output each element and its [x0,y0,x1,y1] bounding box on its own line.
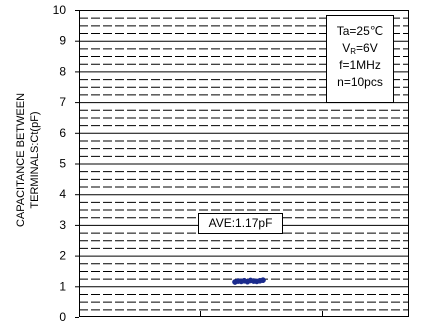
y-tick-label: 8 [59,64,66,78]
conditions-box: Ta=25℃ VR=6V f=1MHz n=10pcs [326,15,394,103]
condition-voltage: VR=6V [327,40,393,57]
data-point [260,277,266,284]
y-tick-label: 0 [59,310,66,324]
condition-frequency: f=1MHz [339,58,381,72]
condition-voltage-symbol: V [342,41,351,55]
condition-sample-count: n=10pcs [337,75,383,89]
y-tick-label: 3 [59,218,66,232]
condition-voltage-value: =6V [356,41,378,55]
y-axis-label-line1: CAPACITANCE BETWEEN [15,92,27,228]
y-tick-label: 6 [59,126,66,140]
y-tick-label: 7 [59,95,66,109]
y-tick-label: 1 [59,279,66,293]
y-tick-label: 9 [59,34,66,48]
y-tick-label: 2 [59,249,66,263]
y-tick-label: 10 [53,3,67,17]
y-tick-label: 4 [59,187,66,201]
plot-frame [79,10,409,317]
y-axis-label-line2: TERMINALS:Ct(pF) [29,111,41,209]
average-annotation: AVE:1.17pF [198,213,283,234]
condition-temperature: Ta=25℃ [336,24,384,38]
condition-voltage-subscript: R [350,47,357,56]
y-tick-label: 5 [59,157,66,171]
